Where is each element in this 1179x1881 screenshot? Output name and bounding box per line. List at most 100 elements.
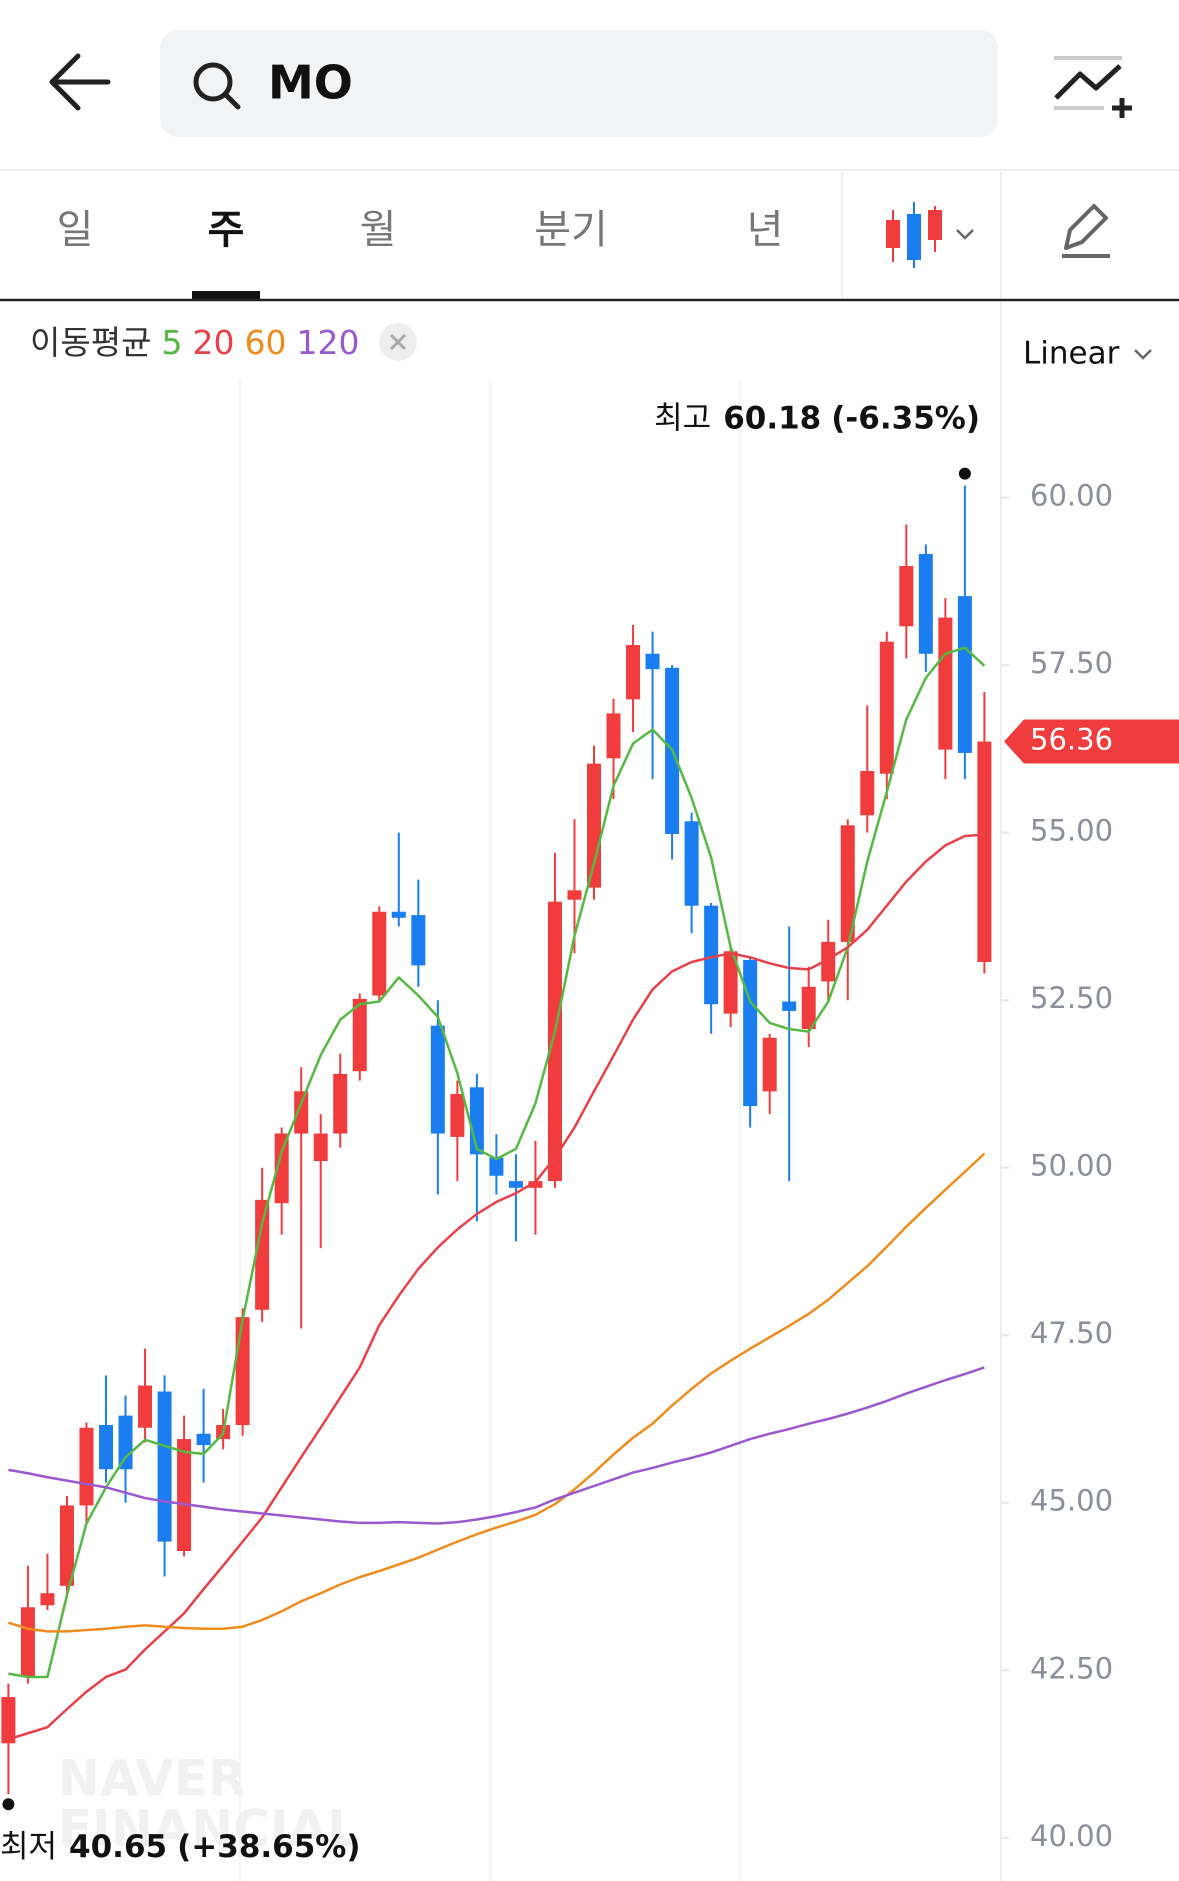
y-tick-label: 50.00 [1030, 1149, 1113, 1183]
last-price-label: 56.36 [1030, 723, 1113, 757]
ma-legend: 이동평균 5 20 60 120 [30, 323, 359, 362]
candle-body [430, 1025, 445, 1134]
candle-body [957, 596, 972, 753]
candle-body [840, 825, 855, 942]
y-tick-label: 40.00 [1030, 1819, 1113, 1853]
pencil-icon [1064, 204, 1108, 250]
candle-body [138, 1385, 153, 1428]
label: 최고 [654, 400, 711, 436]
candle-body [450, 1094, 465, 1137]
dropdown-chevron [956, 229, 974, 240]
y-tick-label: 55.00 [1030, 814, 1113, 848]
candle-body [118, 1415, 133, 1470]
y-tick-label: 52.50 [1030, 981, 1113, 1015]
candle-body [99, 1425, 113, 1470]
tab[interactable]: 월 [360, 207, 397, 253]
tab[interactable]: 년 [747, 207, 784, 253]
y-tick-label: 57.50 [1030, 646, 1113, 680]
tab-label: 년 [747, 207, 784, 253]
candle-body [938, 617, 953, 750]
candle-body [489, 1157, 504, 1176]
legend-title: 이동평균 [30, 323, 151, 362]
legend-close[interactable] [379, 323, 417, 361]
candle-body [255, 1199, 270, 1310]
candle-body [274, 1133, 289, 1204]
draw-button[interactable] [1062, 204, 1110, 258]
candle-body [567, 890, 582, 900]
plot: 40.00 42.50 45.00 47.50 50.00 52.50 55.00 57.50… [0, 400, 1179, 1865]
change: (-6.35%) [831, 400, 980, 436]
candle-body [801, 986, 816, 1030]
chart-type-button[interactable] [886, 202, 974, 268]
candle-body [235, 1317, 250, 1426]
high-annotation: 최고 60.18 (-6.35%) [654, 400, 980, 436]
candle-body [411, 915, 426, 966]
candle-body [606, 713, 621, 759]
search-box[interactable] [160, 30, 998, 137]
y-tick-label: 45.00 [1030, 1484, 1113, 1518]
candle-body [157, 1391, 172, 1542]
candle-body [821, 941, 836, 982]
candle-body [860, 771, 875, 816]
search-icon-handle [223, 92, 241, 110]
icon-candle [907, 214, 921, 260]
search-text: MO [268, 56, 353, 110]
value: 60.18 [723, 400, 821, 436]
watermark: FINANCIAL [58, 1800, 359, 1858]
dropdown-chevron [1134, 349, 1152, 360]
icon-candle [928, 210, 942, 240]
value: 40.65 [69, 1829, 167, 1865]
candle-body [20, 1607, 35, 1677]
candle-body [528, 1181, 543, 1188]
moving-average [8, 833, 985, 1741]
candle-body [723, 951, 738, 1014]
moving-average [8, 1366, 985, 1525]
candle-body [313, 1133, 328, 1162]
candle-body [587, 763, 601, 888]
candle-body [372, 911, 387, 996]
candle-body [547, 901, 562, 1182]
tab[interactable]: 주 [192, 207, 260, 299]
candle-body [743, 959, 758, 1107]
candle-body [626, 645, 641, 700]
low-marker [2, 1798, 15, 1811]
candle-body [918, 553, 933, 654]
icon-plus [1112, 98, 1132, 118]
candle-body [177, 1439, 192, 1551]
tab-label: 분기 [534, 207, 608, 253]
y-tick-label: 60.00 [1030, 479, 1113, 513]
compare-button[interactable] [1054, 56, 1132, 118]
candle-body [79, 1427, 94, 1506]
watermark: NAVER [58, 1750, 247, 1808]
tab[interactable]: 분기 [534, 207, 608, 253]
y-tick-label: 47.50 [1030, 1316, 1113, 1350]
low-annotation: 최저 40.65 (+38.65%) [0, 1829, 361, 1865]
candle-body [333, 1073, 348, 1134]
high-marker [958, 467, 971, 480]
candle-body [294, 1091, 309, 1134]
candle-body [196, 1433, 211, 1446]
moving-average [8, 1152, 986, 1633]
legend-item: 120 [296, 323, 359, 362]
candle-body [352, 998, 367, 1072]
candle-body [508, 1181, 523, 1188]
scale-dropdown[interactable]: Linear [1023, 336, 1152, 372]
tab-label: 월 [360, 207, 397, 253]
tab-label: 일 [57, 207, 94, 253]
candle-body [899, 565, 914, 627]
legend-item: 5 [161, 323, 182, 362]
tab-indicator [192, 291, 260, 299]
candle-body [782, 1001, 797, 1011]
tab[interactable]: 일 [57, 207, 94, 253]
scale-mode: Linear [1023, 336, 1120, 372]
back-button[interactable] [49, 53, 111, 111]
moving-average [8, 646, 986, 1679]
y-tick-label: 42.50 [1030, 1651, 1113, 1685]
candle-body [879, 641, 894, 774]
icon-candle [886, 220, 900, 248]
tab-label: 주 [208, 207, 245, 253]
candle-body [762, 1037, 777, 1092]
icon-trend [1054, 64, 1122, 100]
period-tabs: 일 주 월 분기 년 [57, 207, 784, 299]
